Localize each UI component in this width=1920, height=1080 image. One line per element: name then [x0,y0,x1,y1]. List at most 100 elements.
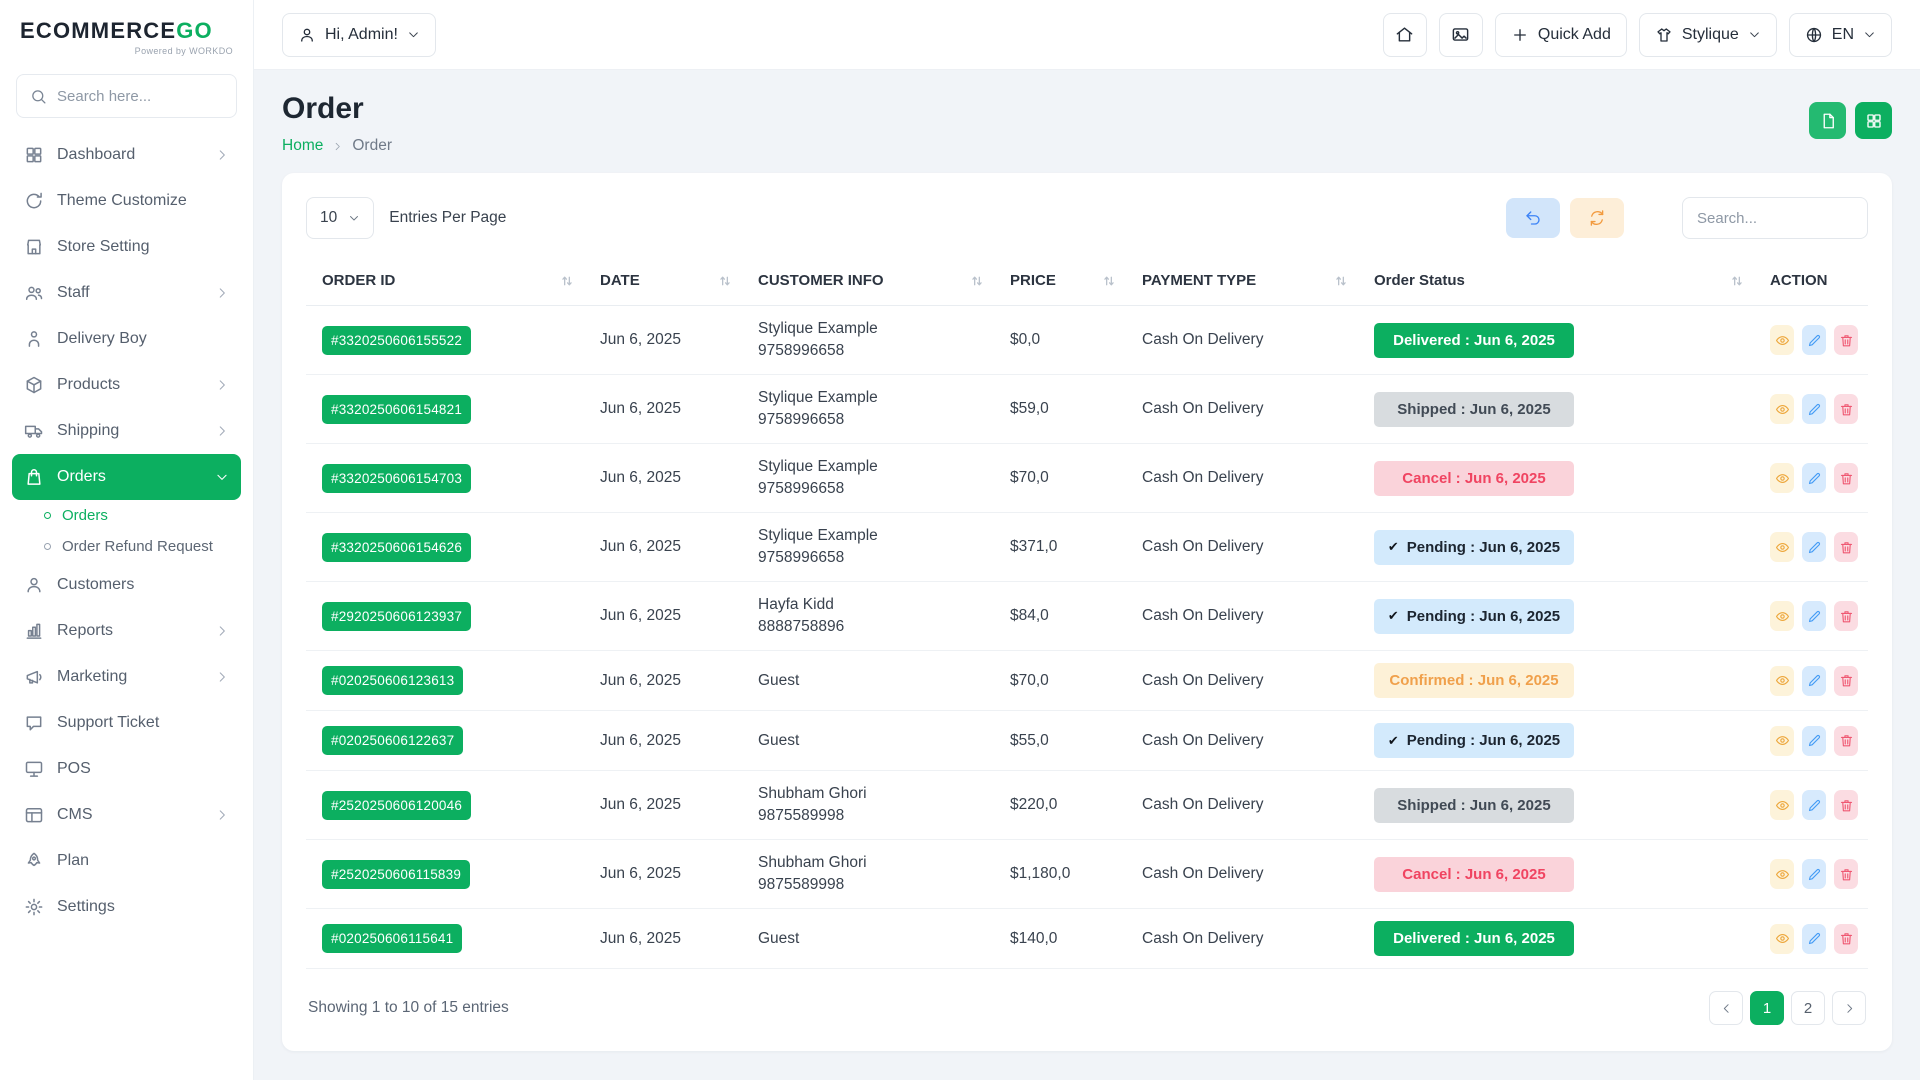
sidebar-item-customers[interactable]: Customers [12,562,241,608]
order-price: $1,180,0 [1010,865,1071,882]
order-id-badge[interactable]: #2520250606115839 [322,859,471,889]
sidebar-item-dashboard[interactable]: Dashboard [12,132,241,178]
customer-phone: 9758996658 [758,549,845,566]
sidebar-item-products[interactable]: Products [12,362,241,408]
sidebar-subitem-order-refund-request[interactable]: Order Refund Request [12,531,241,562]
pagination-page-1[interactable]: 1 [1750,991,1784,1025]
main-area: Hi, Admin! Quick Add Stylique EN [254,0,1920,1080]
delete-order-button[interactable] [1834,923,1858,954]
per-page-select[interactable]: 10 [306,197,375,239]
sidebar-item-orders[interactable]: Orders [12,454,241,500]
sidebar-item-staff[interactable]: Staff [12,270,241,316]
store-switcher-button[interactable]: Stylique [1638,12,1777,57]
column-header-payment-type[interactable]: PAYMENT TYPE [1126,257,1358,306]
column-header-price[interactable]: PRICE [994,257,1126,306]
sidebar-item-settings[interactable]: Settings [12,884,241,930]
grid-view-button[interactable] [1855,102,1892,139]
order-id-badge[interactable]: #2520250606120046 [322,790,472,820]
edit-order-button[interactable] [1802,665,1826,696]
edit-order-button[interactable] [1802,725,1826,756]
breadcrumb-home[interactable]: Home [282,137,324,154]
sidebar-subitem-orders[interactable]: Orders [12,500,241,531]
edit-order-button[interactable] [1802,923,1826,954]
delete-order-button[interactable] [1834,463,1858,493]
table-search-input[interactable] [1682,197,1868,239]
customer-phone: 9758996658 [758,411,845,428]
delete-order-button[interactable] [1834,325,1858,355]
media-gallery-button[interactable] [1438,12,1483,57]
delete-order-button[interactable] [1834,601,1858,631]
sidebar-item-reports[interactable]: Reports [12,608,241,654]
order-id-badge[interactable]: #020250606123613 [322,666,464,695]
view-order-button[interactable] [1770,665,1794,696]
order-price: $55,0 [1010,731,1049,749]
admin-greeting-button[interactable]: Hi, Admin! [282,12,436,57]
eye-icon [1775,402,1790,417]
view-order-button[interactable] [1770,725,1794,756]
undo-button[interactable] [1506,198,1560,238]
view-order-button[interactable] [1770,859,1794,889]
check-icon: ✔ [1387,539,1399,554]
payment-type: Cash On Delivery [1142,400,1264,417]
column-header-customer-info[interactable]: CUSTOMER INFO [742,257,994,306]
delete-order-button[interactable] [1834,532,1858,562]
view-order-button[interactable] [1770,325,1794,355]
brand-logo[interactable]: ECOMMERCEGO Powered by WORKDO [0,0,253,62]
sidebar-item-shipping[interactable]: Shipping [12,408,241,454]
customer-name: Guest [758,731,800,749]
edit-order-button[interactable] [1802,463,1826,493]
column-header-date[interactable]: DATE [584,257,742,306]
sidebar-search-input[interactable] [57,87,223,105]
sidebar-item-marketing[interactable]: Marketing [12,654,241,700]
order-price: $220,0 [1010,796,1058,813]
column-header-order-status[interactable]: Order Status [1358,257,1754,306]
order-id-badge[interactable]: #020250606115641 [322,924,463,953]
column-header-order-id[interactable]: ORDER ID [306,257,584,306]
check-icon: ✔ [1387,732,1399,748]
refresh-button[interactable] [1570,198,1624,238]
sidebar-item-pos[interactable]: POS [12,746,241,792]
quick-add-button[interactable]: Quick Add [1494,12,1627,57]
edit-order-button[interactable] [1802,859,1826,889]
view-order-button[interactable] [1770,601,1794,631]
sidebar-item-store-setting[interactable]: Store Setting [12,224,241,270]
delete-order-button[interactable] [1834,725,1858,756]
edit-order-button[interactable] [1802,325,1826,355]
bullet-icon [44,543,51,550]
sidebar-item-theme-customize[interactable]: Theme Customize [12,178,241,224]
delete-order-button[interactable] [1834,859,1858,889]
delete-order-button[interactable] [1834,394,1858,424]
order-id-badge[interactable]: #3320250606154626 [322,532,472,562]
sidebar-item-support-ticket[interactable]: Support Ticket [12,700,241,746]
sidebar-item-cms[interactable]: CMS [12,792,241,838]
order-id-badge[interactable]: #2920250606123937 [322,601,472,631]
customer-info: Guest [758,670,984,692]
order-id-badge[interactable]: #3320250606154821 [322,394,472,424]
delete-order-button[interactable] [1834,665,1858,696]
order-id-badge[interactable]: #3320250606155522 [322,325,472,355]
sidebar-item-delivery-boy[interactable]: Delivery Boy [12,316,241,362]
view-order-button[interactable] [1770,463,1794,493]
view-order-button[interactable] [1770,923,1794,954]
edit-order-button[interactable] [1802,601,1826,631]
sidebar-item-plan[interactable]: Plan [12,838,241,884]
theme-icon [24,191,44,211]
export-button[interactable] [1809,102,1846,139]
orders-card: 10 Entries Per Page ORDER IDDATECUSTOMER… [282,173,1892,1051]
edit-order-button[interactable] [1802,790,1826,820]
language-switcher-button[interactable]: EN [1788,12,1892,57]
view-order-button[interactable] [1770,790,1794,820]
row-actions [1770,601,1858,631]
delete-order-button[interactable] [1834,790,1858,820]
view-order-button[interactable] [1770,394,1794,424]
order-id-badge[interactable]: #3320250606154703 [322,463,472,493]
edit-order-button[interactable] [1802,394,1826,424]
pagination-prev-button[interactable] [1709,991,1743,1025]
view-order-button[interactable] [1770,532,1794,562]
undo-icon [1524,209,1542,227]
order-id-badge[interactable]: #020250606122637 [322,726,464,755]
home-button[interactable] [1382,12,1427,57]
pagination-page-2[interactable]: 2 [1791,991,1825,1025]
pagination-next-button[interactable] [1832,991,1866,1025]
edit-order-button[interactable] [1802,532,1826,562]
